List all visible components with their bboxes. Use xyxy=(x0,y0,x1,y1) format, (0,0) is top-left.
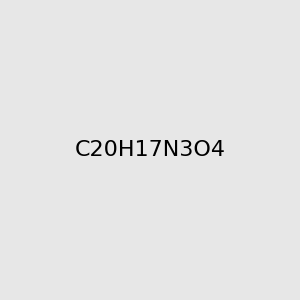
Text: C20H17N3O4: C20H17N3O4 xyxy=(74,140,226,160)
